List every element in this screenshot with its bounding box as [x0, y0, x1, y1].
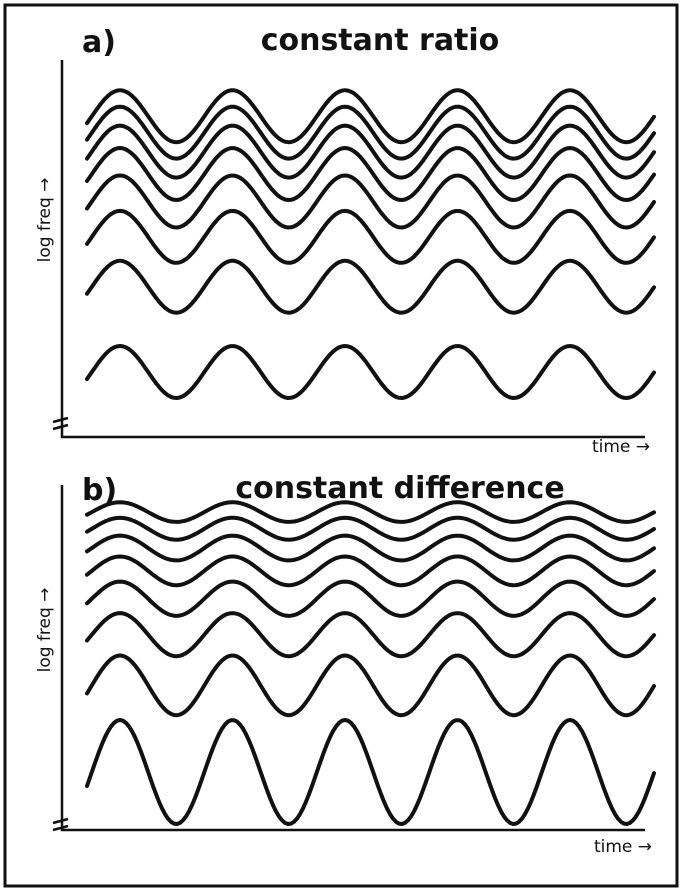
- axes: [60, 485, 645, 832]
- harmonic-curve: [85, 173, 656, 230]
- curves: [85, 88, 656, 400]
- curves: [85, 500, 656, 826]
- harmonic-curve: [85, 533, 656, 563]
- x-axis-label: time →: [592, 437, 650, 457]
- harmonic-curve: [85, 104, 656, 161]
- harmonic-curve: [85, 500, 656, 524]
- harmonic-curve: [85, 208, 656, 265]
- y-axis-label: log freq →: [35, 178, 55, 263]
- harmonic-curve: [85, 258, 656, 315]
- harmonic-curve: [85, 123, 656, 180]
- panel-b: b) constant difference log freq → time →: [35, 471, 656, 857]
- harmonic-curve: [85, 718, 656, 826]
- harmonic-curve: [85, 653, 656, 718]
- axis-break: [52, 416, 69, 431]
- y-axis-label: log freq →: [35, 588, 55, 673]
- frame: [3, 3, 679, 888]
- harmonic-curve: [85, 88, 656, 145]
- axes: [60, 60, 645, 439]
- axis-break: [52, 817, 69, 832]
- panel-label: a): [82, 25, 116, 60]
- panel-title: constant ratio: [261, 23, 500, 58]
- panel-title: constant difference: [235, 471, 564, 506]
- harmonic-curve: [85, 611, 656, 659]
- harmonic-curve: [85, 554, 656, 588]
- panel-a: a) constant ratio log freq → time →: [35, 23, 656, 457]
- harmonic-curve: [85, 579, 656, 618]
- harmonic-curve: [85, 344, 656, 400]
- harmonic-curve: [85, 146, 656, 202]
- harmonic-curve: [85, 515, 656, 542]
- x-axis-label: time →: [594, 837, 652, 857]
